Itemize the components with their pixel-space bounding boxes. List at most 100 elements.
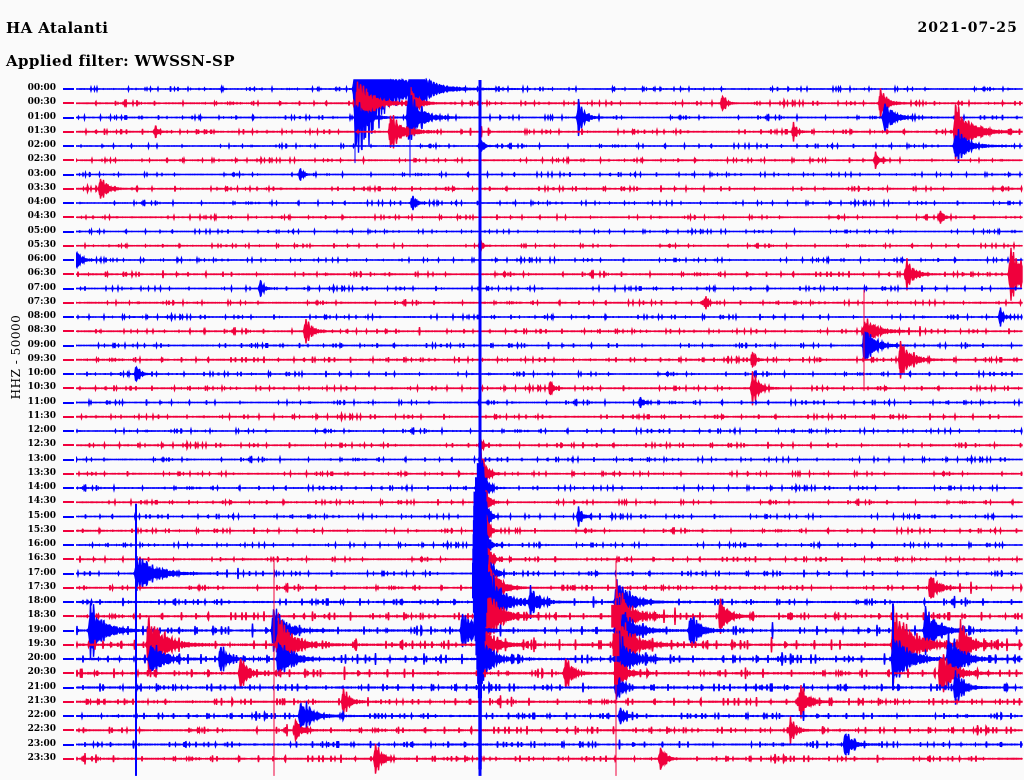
secondary-event-saturation xyxy=(611,604,621,685)
time-tick-marker xyxy=(63,757,74,760)
time-tick-label: 16:00 xyxy=(27,539,56,549)
trace-row xyxy=(76,237,1023,254)
waveform-canvas xyxy=(76,77,1024,776)
time-tick-marker xyxy=(63,544,74,546)
time-tick-label: 18:30 xyxy=(27,610,56,621)
time-tick-marker xyxy=(63,373,74,375)
time-tick-marker xyxy=(63,715,74,717)
time-tick-label: 03:00 xyxy=(27,168,56,179)
trace-row xyxy=(76,597,1023,664)
time-tick-label: 00:30 xyxy=(27,97,56,108)
time-tick-label: 23:00 xyxy=(27,738,56,749)
trace-row xyxy=(76,371,1023,406)
trace-row xyxy=(76,95,1023,140)
time-tick-label: 13:00 xyxy=(27,453,56,464)
trace-row xyxy=(76,331,1023,360)
vertical-streak xyxy=(409,80,411,178)
time-tick-label: 19:00 xyxy=(27,624,56,635)
time-tick-marker xyxy=(63,572,74,575)
trace-row xyxy=(76,129,1023,163)
time-tick-label: 23:30 xyxy=(27,752,56,763)
trace-row xyxy=(76,448,1023,528)
time-tick-label: 15:30 xyxy=(27,524,56,535)
trace-row xyxy=(76,627,1023,691)
time-tick-label: 13:30 xyxy=(27,467,56,478)
trace-row xyxy=(76,701,1023,731)
trace-row xyxy=(76,481,1023,638)
trace-row xyxy=(76,318,1023,345)
time-tick-label: 05:00 xyxy=(27,225,56,236)
trace-row xyxy=(76,503,1023,673)
trace-row xyxy=(76,77,1023,153)
trace-row xyxy=(76,433,1023,657)
time-tick-marker xyxy=(63,316,74,318)
time-tick-label: 12:00 xyxy=(27,425,56,435)
time-axis: 00:00 00:30 01:00 01:30 02:00 02:30 03:00 03:30… xyxy=(0,0,76,780)
time-tick-marker xyxy=(63,130,74,133)
time-tick-marker xyxy=(63,230,74,233)
trace-row xyxy=(76,365,1023,383)
trace-row xyxy=(76,250,1024,270)
trace-row xyxy=(76,247,1023,301)
trace-row xyxy=(76,178,1023,199)
trace-row xyxy=(76,279,1023,298)
time-tick-marker xyxy=(63,273,74,276)
time-tick-label: 11:30 xyxy=(27,410,56,421)
trace-row xyxy=(76,151,1023,169)
time-tick-marker xyxy=(63,643,74,646)
time-tick-marker xyxy=(63,430,74,432)
time-tick-marker xyxy=(63,159,74,162)
time-tick-marker xyxy=(63,116,74,119)
time-tick-marker xyxy=(63,102,74,105)
time-tick-marker xyxy=(63,729,74,732)
time-tick-label: 04:00 xyxy=(27,197,56,207)
time-tick-marker xyxy=(63,173,74,176)
time-tick-marker xyxy=(63,658,74,660)
time-tick-marker xyxy=(63,216,74,219)
trace-row xyxy=(76,104,1023,160)
trace-row xyxy=(76,396,1023,409)
time-tick-label: 08:30 xyxy=(27,325,56,336)
time-tick-marker xyxy=(63,202,74,204)
time-tick-marker xyxy=(63,487,74,489)
time-tick-marker xyxy=(63,458,74,461)
time-tick-marker xyxy=(63,301,74,304)
time-tick-label: 02:30 xyxy=(27,154,56,165)
vertical-streak xyxy=(135,503,137,776)
time-tick-marker xyxy=(63,88,74,90)
trace-row xyxy=(76,195,1023,211)
time-tick-marker xyxy=(63,259,74,261)
time-tick-marker xyxy=(63,629,74,632)
time-tick-label: 11:00 xyxy=(27,396,56,407)
time-tick-label: 17:00 xyxy=(27,567,56,578)
trace-row xyxy=(76,454,1023,551)
time-tick-label: 19:30 xyxy=(27,638,56,649)
trace-row xyxy=(76,454,1023,579)
time-tick-label: 21:30 xyxy=(27,695,56,706)
time-tick-marker xyxy=(63,558,74,561)
trace-row xyxy=(76,654,1023,693)
time-tick-label: 00:00 xyxy=(27,83,56,93)
time-tick-marker xyxy=(63,515,74,518)
date-label: 2021-07-25 xyxy=(917,20,1018,36)
vertical-streak xyxy=(273,560,275,776)
trace-row xyxy=(76,437,1023,454)
vertical-streak xyxy=(892,603,894,691)
time-tick-marker xyxy=(63,330,74,333)
time-tick-label: 02:00 xyxy=(27,140,56,150)
vertical-streak xyxy=(863,289,865,392)
time-tick-label: 06:00 xyxy=(27,254,56,264)
trace-row xyxy=(76,425,1023,636)
time-tick-label: 14:30 xyxy=(27,496,56,507)
vertical-streak xyxy=(354,80,356,164)
time-tick-label: 07:30 xyxy=(27,296,56,307)
time-tick-label: 14:00 xyxy=(27,482,56,492)
time-tick-marker xyxy=(63,444,74,447)
trace-row xyxy=(76,340,1023,379)
time-tick-label: 22:00 xyxy=(27,710,56,720)
time-tick-label: 16:30 xyxy=(27,553,56,564)
time-tick-label: 09:00 xyxy=(27,339,56,350)
time-tick-label: 05:30 xyxy=(27,239,56,250)
time-tick-label: 18:00 xyxy=(27,596,56,606)
